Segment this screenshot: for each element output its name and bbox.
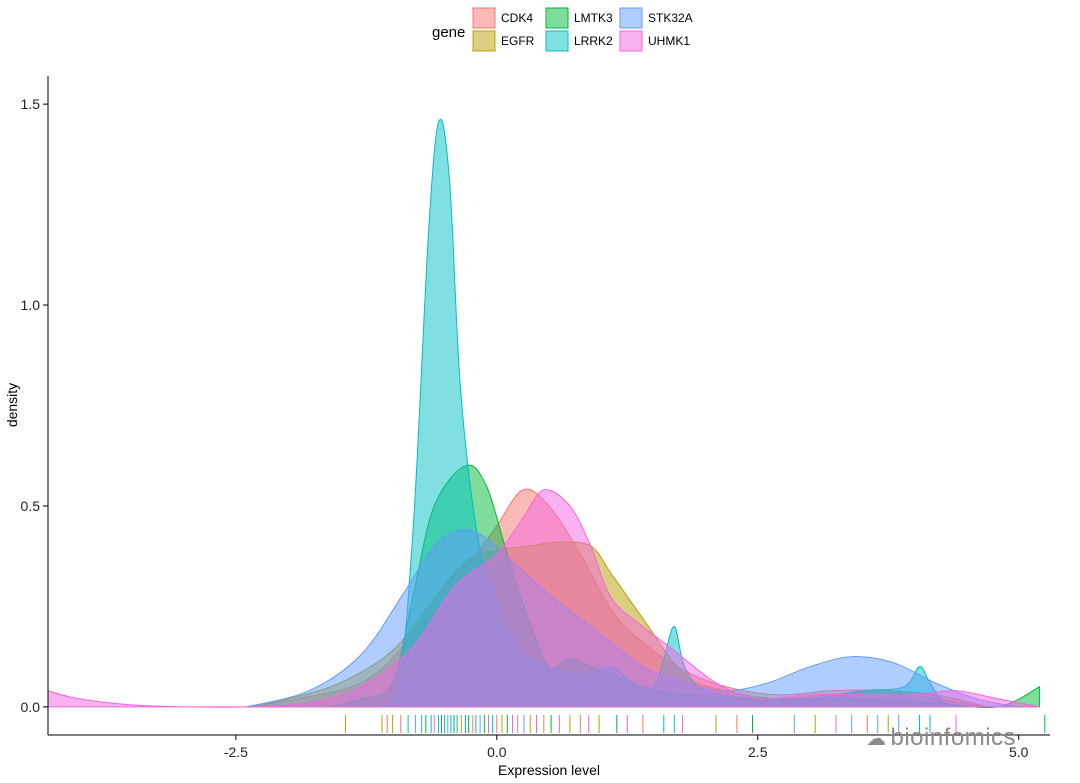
legend-key-cdk4 bbox=[472, 7, 496, 29]
legend-label-stk32a: STK32A bbox=[648, 11, 693, 25]
x-tick-label: 0.0 bbox=[487, 744, 507, 760]
watermark: ☁ bioinfomics bbox=[866, 724, 1016, 752]
x-ticks: -2.5 0.0 2.5 5.0 bbox=[224, 735, 1029, 760]
legend-title: gene bbox=[432, 24, 465, 41]
y-axis-title: density bbox=[4, 383, 20, 427]
y-tick-label: 0.5 bbox=[21, 498, 41, 514]
legend-label-lrrk2: LRRK2 bbox=[574, 34, 613, 48]
legend: gene CDK4 EGFR LMTK3 LRRK2 STK32A UHMK1 bbox=[432, 7, 693, 52]
x-axis-title: Expression level bbox=[498, 762, 600, 778]
y-tick-label: 0.0 bbox=[21, 699, 41, 715]
legend-label-egfr: EGFR bbox=[501, 34, 535, 48]
y-ticks: 0.0 0.5 1.0 1.5 bbox=[21, 96, 48, 715]
legend-label-lmtk3: LMTK3 bbox=[574, 11, 613, 25]
legend-label-cdk4: CDK4 bbox=[501, 11, 533, 25]
x-tick-label: 2.5 bbox=[748, 744, 768, 760]
y-tick-label: 1.5 bbox=[21, 96, 41, 112]
legend-key-uhmk1 bbox=[619, 30, 643, 52]
density-area-uhmk1 bbox=[47, 489, 1040, 708]
legend-label-uhmk1: UHMK1 bbox=[648, 34, 690, 48]
legend-key-stk32a bbox=[619, 7, 643, 29]
axes bbox=[47, 76, 1050, 736]
x-tick-label: 5.0 bbox=[1009, 744, 1029, 760]
wechat-icon: ☁ bbox=[866, 728, 887, 750]
legend-key-lrrk2 bbox=[545, 30, 569, 52]
watermark-text: bioinfomics bbox=[890, 724, 1017, 751]
y-tick-label: 1.0 bbox=[21, 297, 41, 313]
x-tick-label: -2.5 bbox=[224, 744, 248, 760]
legend-key-egfr bbox=[472, 30, 496, 52]
density-areas bbox=[47, 118, 1041, 709]
rug-marks bbox=[47, 715, 1046, 733]
legend-key-lmtk3 bbox=[545, 7, 569, 29]
